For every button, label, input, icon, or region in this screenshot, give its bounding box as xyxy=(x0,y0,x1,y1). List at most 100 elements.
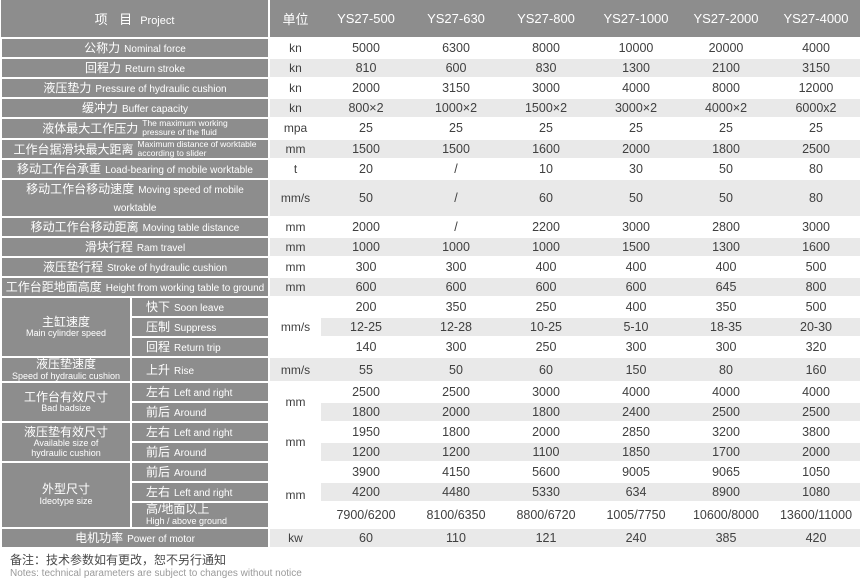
value-cell: 9065 xyxy=(681,461,771,484)
value-cell: 3800 xyxy=(771,421,860,444)
value-cell: 2800 xyxy=(681,216,771,239)
value-cell: 25 xyxy=(321,117,411,140)
value-cell: 300 xyxy=(411,256,501,279)
sub-row-label: 回程 Return trip xyxy=(130,336,270,359)
unit-cell: mm xyxy=(269,216,321,239)
value-cell: 300 xyxy=(411,336,501,359)
table-row: 前后 Around 1800 2000 1800 2400 2500 2500 xyxy=(1,401,860,424)
value-cell: 60 xyxy=(501,178,591,219)
value-cell: 25 xyxy=(771,117,860,140)
value-cell: 8000 xyxy=(501,37,591,59)
value-cell: 3000 xyxy=(771,216,860,239)
value-cell: 8800/6720 xyxy=(501,501,591,529)
value-cell: 10600/8000 xyxy=(681,501,771,529)
sub-row-label: 快下 Soon leave xyxy=(130,296,270,319)
value-cell: 30 xyxy=(591,158,681,181)
group-label: 外型尺寸 Ideotype size xyxy=(0,461,132,529)
footer-note-en: Notes: technical parameters are subject … xyxy=(10,568,302,580)
value-cell: 420 xyxy=(771,526,860,549)
value-cell: 3200 xyxy=(681,421,771,444)
value-cell: 4000×2 xyxy=(681,97,771,119)
table-row: 回程 Return trip 140 300 250 300 300 320 xyxy=(1,336,860,359)
value-cell: 4000 xyxy=(681,381,771,404)
row-label: 电机功率 Power of motor xyxy=(0,526,270,549)
group-label: 工作台有效尺寸 Bad badsize xyxy=(0,381,132,424)
value-cell: 1080 xyxy=(771,481,860,504)
value-cell: 1950 xyxy=(321,421,411,444)
value-cell: 1600 xyxy=(501,137,591,161)
group-label: 主缸速度 Main cylinder speed xyxy=(0,296,132,359)
unit-cell: kn xyxy=(269,77,321,99)
value-cell: 110 xyxy=(411,526,501,549)
value-cell: 385 xyxy=(681,526,771,549)
project-label-zh: 项 目 xyxy=(94,11,137,27)
sub-row-label: 压制 Suppress xyxy=(130,316,270,339)
value-cell: 2100 xyxy=(681,57,771,79)
value-cell: 500 xyxy=(771,256,860,279)
sub-row-label: 上升 Rise xyxy=(130,356,270,384)
value-cell: 2000 xyxy=(321,216,411,239)
value-cell: 1600 xyxy=(771,236,860,259)
value-cell: 240 xyxy=(591,526,681,549)
col-header-project: 项 目 Project xyxy=(1,0,270,39)
unit-cell: mm xyxy=(269,137,321,161)
value-cell: 810 xyxy=(321,57,411,79)
table-row: 滑块行程 Ram travel mm 1000 1000 1000 1500 13… xyxy=(0,236,860,259)
col-header-model: YS27-500 xyxy=(321,0,411,39)
value-cell: 3150 xyxy=(411,77,501,99)
table-row: 压制 Suppress 12-25 12-28 10-25 5-10 18-35 … xyxy=(1,316,860,339)
value-cell: 50 xyxy=(321,178,411,219)
value-cell: 2400 xyxy=(591,401,681,424)
value-cell: 2000 xyxy=(411,401,501,424)
unit-cell: mm xyxy=(269,461,321,529)
sub-row-label: 左右 Left and right xyxy=(130,381,270,404)
value-cell: 600 xyxy=(411,276,501,299)
value-cell: 400 xyxy=(681,256,771,279)
value-cell: 2000 xyxy=(501,421,591,444)
value-cell: 1700 xyxy=(681,441,771,464)
value-cell: 400 xyxy=(591,256,681,279)
value-cell: 1000×2 xyxy=(411,97,501,119)
value-cell: 60 xyxy=(501,356,591,384)
table-row: 移动工作台承重 Load-bearing of mobile worktable … xyxy=(0,158,860,181)
table-row: 工作台据滑块最大距离 Maximum distance of worktable a… xyxy=(0,137,860,161)
value-cell: 1300 xyxy=(591,57,681,79)
value-cell: 2200 xyxy=(501,216,591,239)
value-cell: 2000 xyxy=(771,441,860,464)
footer-note-zh: 备注：技术参数如有更改，恕不另行通知 xyxy=(10,552,227,567)
value-cell: 500 xyxy=(771,296,860,319)
value-cell: 300 xyxy=(321,256,411,279)
value-cell: 7900/6200 xyxy=(321,501,411,529)
unit-cell: mm xyxy=(269,256,321,279)
value-cell: 2500 xyxy=(411,381,501,404)
table-row: 高/地面以上 High / above ground 7900/6200 8100… xyxy=(1,501,860,529)
value-cell: 200 xyxy=(321,296,411,319)
col-header-model: YS27-1000 xyxy=(591,0,681,39)
value-cell: 20-30 xyxy=(771,316,860,339)
value-cell: 160 xyxy=(771,356,860,384)
unit-cell: mm xyxy=(269,276,321,299)
value-cell: 2500 xyxy=(321,381,411,404)
value-cell: 50 xyxy=(411,356,501,384)
value-cell: 121 xyxy=(501,526,591,549)
value-cell: 1005/7750 xyxy=(591,501,681,529)
table-row: 工作台距地面高度 Height from working table to gro… xyxy=(0,276,860,299)
value-cell: 4150 xyxy=(411,461,501,484)
value-cell: 2850 xyxy=(591,421,681,444)
value-cell: 250 xyxy=(501,296,591,319)
value-cell: 800 xyxy=(771,276,860,299)
value-cell: 250 xyxy=(501,336,591,359)
unit-cell: kn xyxy=(269,57,321,79)
table-row: 工作台有效尺寸 Bad badsize 左右 Left and right mm 2… xyxy=(0,381,860,424)
table-row: 移动工作台移动距离 Moving table distance mm 2000 /… xyxy=(0,216,860,239)
value-cell: 1500 xyxy=(321,137,411,161)
col-header-model: YS27-630 xyxy=(411,0,501,39)
row-label: 缓冲力 Buffer capacity xyxy=(0,97,270,119)
value-cell: 6300 xyxy=(411,37,501,59)
value-cell: 400 xyxy=(501,256,591,279)
col-header-model: YS27-2000 xyxy=(681,0,771,39)
value-cell: 8100/6350 xyxy=(411,501,501,529)
value-cell: / xyxy=(411,216,501,239)
value-cell: 3000 xyxy=(501,77,591,99)
value-cell: 4480 xyxy=(411,481,501,504)
